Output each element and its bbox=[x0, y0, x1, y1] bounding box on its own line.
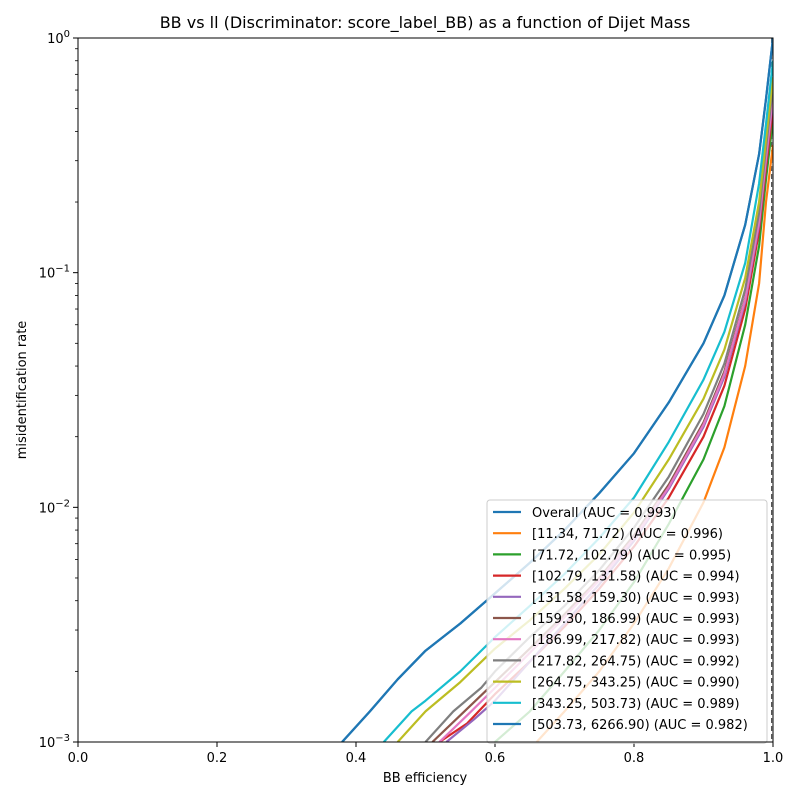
legend-label-10: [343.25, 503.73) (AUC = 0.989) bbox=[532, 697, 740, 712]
legend-box bbox=[486, 499, 768, 744]
y-tick-label-2: 10−2 bbox=[39, 498, 70, 516]
legend-label-11: [503.73, 6266.90) (AUC = 0.982) bbox=[532, 718, 748, 733]
legend-label-2: [11.34, 71.72) (AUC = 0.996) bbox=[532, 527, 723, 542]
legend-label-8: [217.82, 264.75) (AUC = 0.992) bbox=[532, 654, 740, 669]
legend-label-5: [131.58, 159.30) (AUC = 0.993) bbox=[532, 591, 740, 606]
legend-label-4: [102.79, 131.58) (AUC = 0.994) bbox=[532, 570, 740, 585]
x-tick-label-3: 0.4 bbox=[346, 751, 367, 766]
x-tick-label-1: 0.0 bbox=[68, 751, 89, 766]
axis-ticks: 0.0 0.2 0.4 0.6 0.8 1.0 10−3 10−2 10−1 100 bbox=[39, 29, 784, 766]
x-tick-label-6: 1.0 bbox=[763, 751, 784, 766]
x-tick-label-5: 0.8 bbox=[624, 751, 645, 766]
y-tick-label-3: 10−1 bbox=[39, 264, 70, 282]
x-tick-label-2: 0.2 bbox=[207, 751, 228, 766]
y-tick-label-4: 100 bbox=[47, 29, 70, 47]
series-line-11 bbox=[341, 38, 773, 742]
legend-label-1: Overall (AUC = 0.993) bbox=[532, 506, 677, 521]
legend-label-7: [186.99, 217.82) (AUC = 0.993) bbox=[532, 633, 740, 648]
plot-frame bbox=[77, 37, 774, 743]
legend-label-9: [264.75, 343.25) (AUC = 0.990) bbox=[532, 676, 740, 691]
legend: Overall (AUC = 0.993) [11.34, 71.72) (AUC… bbox=[486, 499, 768, 744]
legend-label-6: [159.30, 186.99) (AUC = 0.993) bbox=[532, 612, 740, 627]
x-axis-label: BB efficiency bbox=[383, 771, 468, 786]
chart-title: BB vs ll (Discriminator: score_label_BB)… bbox=[160, 13, 691, 33]
y-tick-label-1: 10−3 bbox=[39, 733, 70, 751]
legend-label-3: [71.72, 102.79) (AUC = 0.995) bbox=[532, 548, 731, 563]
x-tick-label-4: 0.6 bbox=[485, 751, 506, 766]
y-axis-label: misidentification rate bbox=[15, 321, 30, 460]
